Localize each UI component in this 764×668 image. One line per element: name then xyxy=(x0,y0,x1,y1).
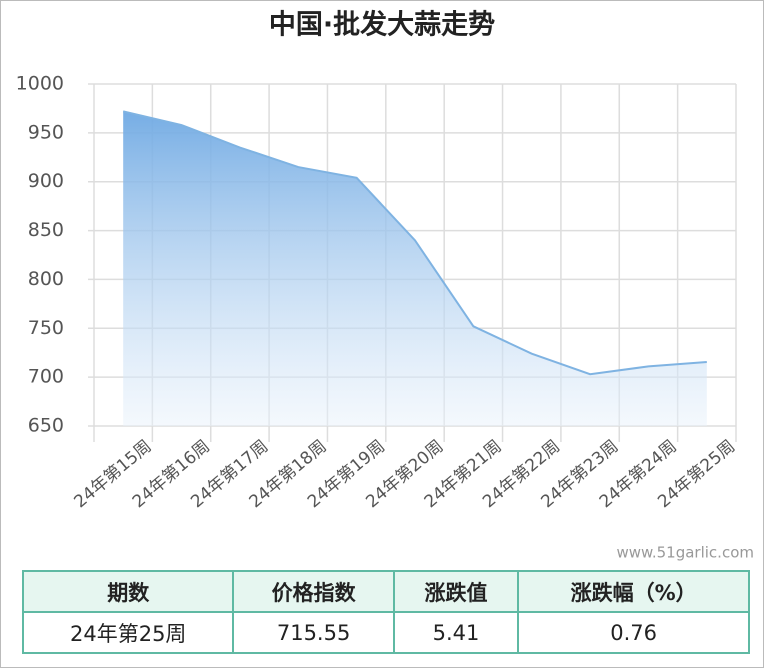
header-cell: 涨跌值 xyxy=(392,570,520,613)
y-tick-label: 950 xyxy=(28,121,64,143)
area-fill xyxy=(123,111,707,427)
header-cell: 价格指数 xyxy=(232,570,395,613)
y-tick-label: 800 xyxy=(28,268,64,290)
y-tick-label: 850 xyxy=(28,219,64,241)
table-row: 24年第25周 715.55 5.41 0.76 xyxy=(21,611,750,654)
y-tick-label: 700 xyxy=(28,366,64,388)
watermark: www.51garlic.com xyxy=(616,544,754,562)
line xyxy=(122,110,707,376)
y-tick-label: 900 xyxy=(28,170,64,192)
table-row: 期数 价格指数 涨跌值 涨跌幅（%） xyxy=(21,570,750,613)
cell: 24年第25周 xyxy=(21,611,235,654)
chart-title: 中国·批发大蒜走势 xyxy=(269,9,495,41)
y-tick-label: 1000 xyxy=(16,73,64,95)
header-cell: 期数 xyxy=(21,570,235,613)
chart: 中国·批发大蒜走势 www.51garlic.com 650 700 750 800 8… xyxy=(16,9,754,562)
cell: 0.76 xyxy=(517,611,750,654)
y-tick-label: 750 xyxy=(28,317,64,339)
summary-table: 期数 价格指数 涨跌值 涨跌幅（%） 24年第25周 715.55 5.41 0.76 xyxy=(21,570,750,654)
cell: 5.41 xyxy=(392,611,520,654)
cell: 715.55 xyxy=(232,611,395,654)
y-tick-label: 650 xyxy=(28,415,64,437)
header-cell: 涨跌幅（%） xyxy=(517,570,750,613)
